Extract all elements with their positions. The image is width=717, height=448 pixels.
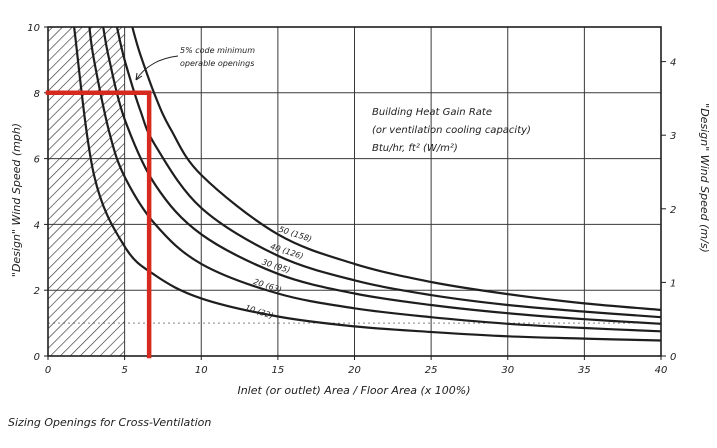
- legend-title-line-1: Building Heat Gain Rate: [372, 107, 492, 118]
- code-minimum-label-line-1: 5% code minimum: [180, 46, 255, 55]
- x-tick-label-25: 25: [425, 365, 438, 376]
- y-axis-title-left: "Design" Wind Speed (mph): [10, 123, 23, 277]
- y-tick-label-8: 8: [34, 89, 40, 100]
- x-tick-label-15: 15: [272, 365, 285, 376]
- y-tick-label-6: 6: [34, 155, 40, 166]
- y-right-tick-label-1: 1: [670, 278, 676, 289]
- y-tick-label-10: 10: [27, 23, 40, 34]
- x-tick-label-35: 35: [578, 365, 591, 376]
- curve-20: [88, 27, 661, 333]
- hatched-code-minimum-region: [48, 27, 125, 356]
- x-tick-label-40: 40: [655, 365, 668, 376]
- x-axis-title: Inlet (or outlet) Area / Floor Area (x 1…: [237, 384, 470, 397]
- x-tick-label-5: 5: [121, 365, 127, 376]
- curve-30: [102, 27, 661, 325]
- y-tick-label-0: 0: [34, 352, 40, 363]
- curve-10: [73, 27, 661, 342]
- y-right-tick-label-4: 4: [670, 58, 676, 69]
- legend-title-line-2: (or ventilation cooling capacity): [372, 125, 531, 136]
- curve-50: [131, 27, 661, 311]
- x-tick-label-20: 20: [348, 365, 361, 376]
- code-minimum-leader-arrow: [135, 55, 179, 81]
- y-tick-label-2: 2: [34, 286, 40, 297]
- heat-gain-curves: [73, 27, 661, 342]
- code-minimum-label-line-2: operable openings: [180, 59, 254, 68]
- chart-caption: Sizing Openings for Cross-Ventilation: [8, 416, 211, 429]
- y-right-tick-label-3: 3: [670, 131, 676, 142]
- grid-lines: [47, 26, 662, 357]
- curve-label-10: 10 (32): [244, 303, 275, 321]
- curve-label-50: 50 (158): [278, 225, 313, 244]
- legend-title-line-3: Btu/hr, ft² (W/m²): [372, 143, 458, 154]
- y-axis-title-right: "Design" Wind Speed (m/s): [698, 103, 711, 253]
- red-highlight-lines: [45, 90, 152, 359]
- y-right-tick-label-2: 2: [670, 205, 676, 216]
- curve-40: [115, 27, 661, 319]
- code-minimum-arrowhead: [135, 72, 143, 81]
- y-tick-label-4: 4: [34, 220, 40, 231]
- chart-labels: 10 (32)20 (63)30 (95)40 (126)50 (158): [244, 225, 313, 321]
- x-tick-label-10: 10: [195, 365, 208, 376]
- x-tick-label-30: 30: [501, 365, 514, 376]
- y-right-tick-label-0: 0: [670, 352, 676, 363]
- x-tick-label-0: 0: [45, 365, 51, 376]
